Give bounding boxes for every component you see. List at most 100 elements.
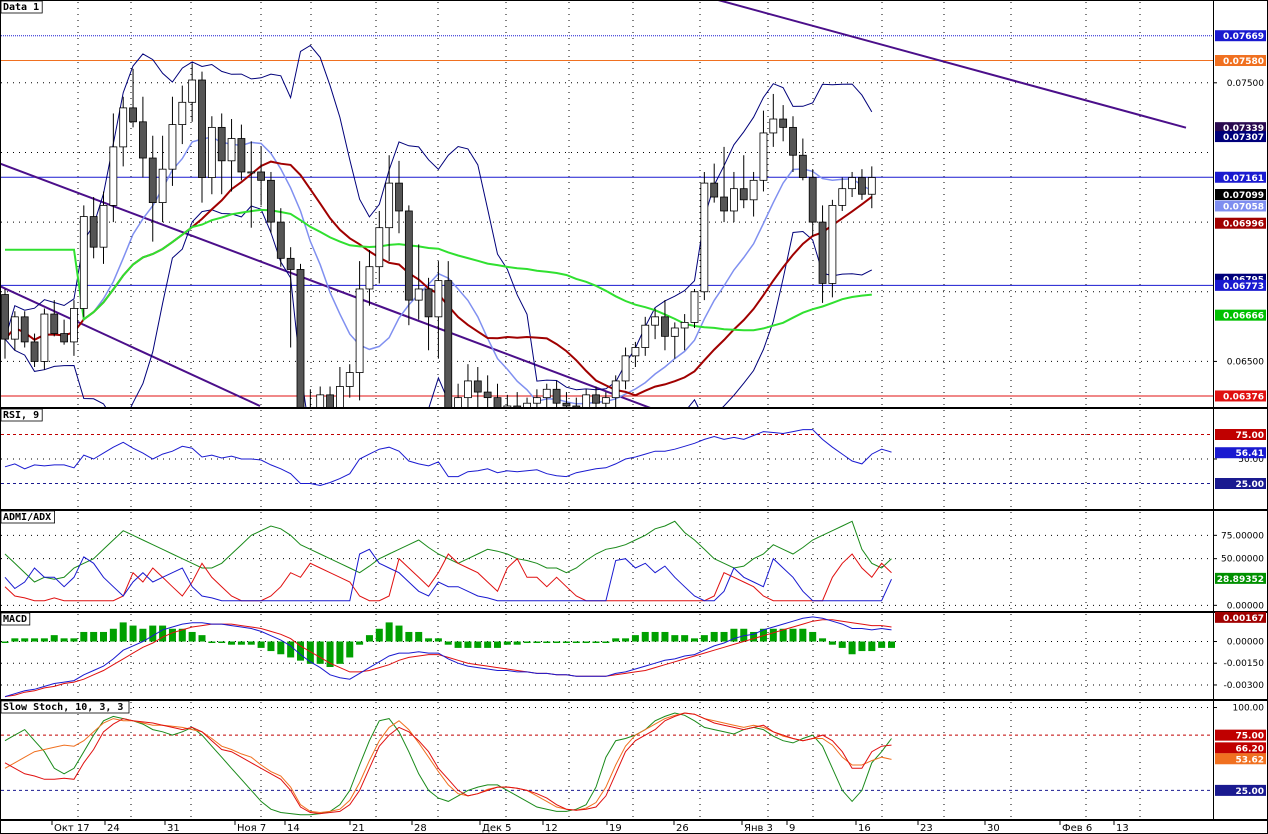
candle-body	[424, 288, 433, 318]
candle-body	[119, 107, 128, 148]
stoch-tag: 53.62	[1236, 755, 1264, 765]
x-tick-label: Окт 17	[54, 823, 90, 834]
x-tick-label: 26	[676, 823, 689, 834]
macd-histogram-bar	[365, 635, 373, 642]
macd-tick-label: 0.00000	[1227, 638, 1264, 648]
macd-tick-label: -0.00150	[1224, 659, 1265, 669]
candle-body	[79, 216, 88, 309]
macd-tick-label: -0.00300	[1224, 681, 1265, 691]
adx-tick-label: 0.00000	[1227, 601, 1264, 611]
candle-body	[621, 355, 630, 382]
macd-histogram-bar	[277, 641, 285, 655]
macd-histogram-bar	[513, 641, 521, 645]
candle-body	[798, 154, 807, 178]
x-tick-label: 13	[1116, 823, 1129, 834]
price-tag: 0.06666	[1223, 312, 1264, 322]
candle-body	[493, 397, 502, 407]
macd-histogram-bar	[80, 631, 88, 642]
candle-body	[601, 397, 610, 404]
macd-histogram-bar	[454, 641, 462, 648]
price-tag-bg	[1215, 30, 1266, 42]
candle-body	[542, 388, 551, 399]
adx-plus-di-line	[4, 548, 892, 602]
macd-histogram	[1, 622, 895, 668]
macd-histogram-bar	[21, 638, 29, 642]
price-tag-bg	[1215, 273, 1266, 285]
macd-histogram-bar	[878, 641, 886, 648]
price-tag: 0.06773	[1223, 282, 1264, 292]
macd-histogram-bar	[848, 641, 856, 655]
macd-histogram-bar	[306, 641, 314, 664]
x-tick-label: Фев 6	[1062, 823, 1092, 834]
candle-body	[198, 79, 206, 178]
rsi-tag: 75.00	[1236, 431, 1264, 441]
macd-histogram-bar	[464, 641, 472, 648]
x-tick-label: Ноя 7	[237, 823, 266, 834]
macd-histogram-bar	[168, 628, 176, 642]
adx-tag: 28.89352	[1217, 575, 1264, 585]
candle-body	[739, 188, 748, 201]
macd-histogram-bar	[858, 641, 866, 652]
candle-body	[749, 179, 758, 201]
candle-body	[207, 126, 216, 178]
macd-histogram-bar	[799, 628, 807, 642]
macd-histogram-bar	[228, 641, 236, 645]
macd-histogram-bar	[100, 631, 107, 642]
macd-histogram-bar	[395, 625, 403, 642]
macd-histogram-bar	[700, 635, 708, 642]
candle-body	[779, 118, 788, 128]
rsi-tag-bg	[1215, 447, 1266, 459]
candle-body	[513, 405, 522, 407]
macd-histogram-bar	[198, 635, 206, 642]
candle-body	[848, 177, 856, 190]
candle-body	[444, 280, 453, 407]
candle-body	[40, 313, 49, 362]
candle-body	[631, 347, 640, 357]
macd-histogram-bar	[691, 638, 698, 642]
x-tick-label: Янв 3	[744, 823, 773, 834]
price-tag-bg	[1215, 200, 1266, 212]
candle-body	[838, 188, 847, 206]
macd-histogram-bar	[572, 641, 580, 644]
macd-histogram-bar	[415, 631, 423, 642]
macd-histogram-bar	[247, 641, 255, 645]
macd-histogram-bar	[562, 641, 570, 644]
panel-title-rsi: RSI, 9	[3, 410, 39, 421]
candle-body	[267, 179, 275, 223]
price-tag-bg	[1215, 309, 1266, 321]
macd-histogram-bar	[40, 638, 48, 642]
macd-histogram-bar	[789, 628, 797, 642]
macd-histogram-bar	[819, 638, 827, 642]
candle-body	[148, 157, 157, 204]
macd-histogram-bar	[11, 638, 19, 642]
candle-body	[592, 394, 600, 404]
macd-histogram-bar	[651, 631, 659, 642]
price-tag-bg	[1215, 171, 1266, 183]
candle-body	[276, 221, 285, 259]
macd-tag-bg	[1215, 611, 1266, 623]
macd-histogram-bar	[750, 631, 758, 642]
price-tag: 0.06996	[1223, 220, 1264, 230]
price-tag-bg	[1215, 55, 1266, 67]
macd-histogram-bar	[582, 641, 590, 644]
macd-histogram-bar	[129, 625, 137, 642]
candle-body	[335, 386, 344, 407]
candle-body	[385, 182, 394, 229]
candle-body	[611, 380, 620, 399]
x-tick-label: 9	[789, 823, 795, 834]
x-tick-label: 30	[987, 823, 1000, 834]
macd-tag: 0.00167	[1223, 614, 1264, 624]
price-tag: 0.07161	[1223, 174, 1264, 184]
macd-histogram-bar	[523, 641, 531, 644]
macd-histogram-bar	[759, 628, 767, 642]
stoch-tag: 66.20	[1236, 744, 1264, 754]
macd-histogram-bar	[592, 641, 600, 644]
macd-signal-line	[4, 619, 892, 698]
macd-histogram-bar	[641, 631, 649, 642]
candle-body	[828, 204, 837, 284]
axis-frame-adx	[1213, 510, 1268, 612]
macd-histogram-bar	[838, 641, 846, 648]
trendline-lower	[1, 285, 261, 407]
macd-histogram-bar	[888, 641, 895, 648]
